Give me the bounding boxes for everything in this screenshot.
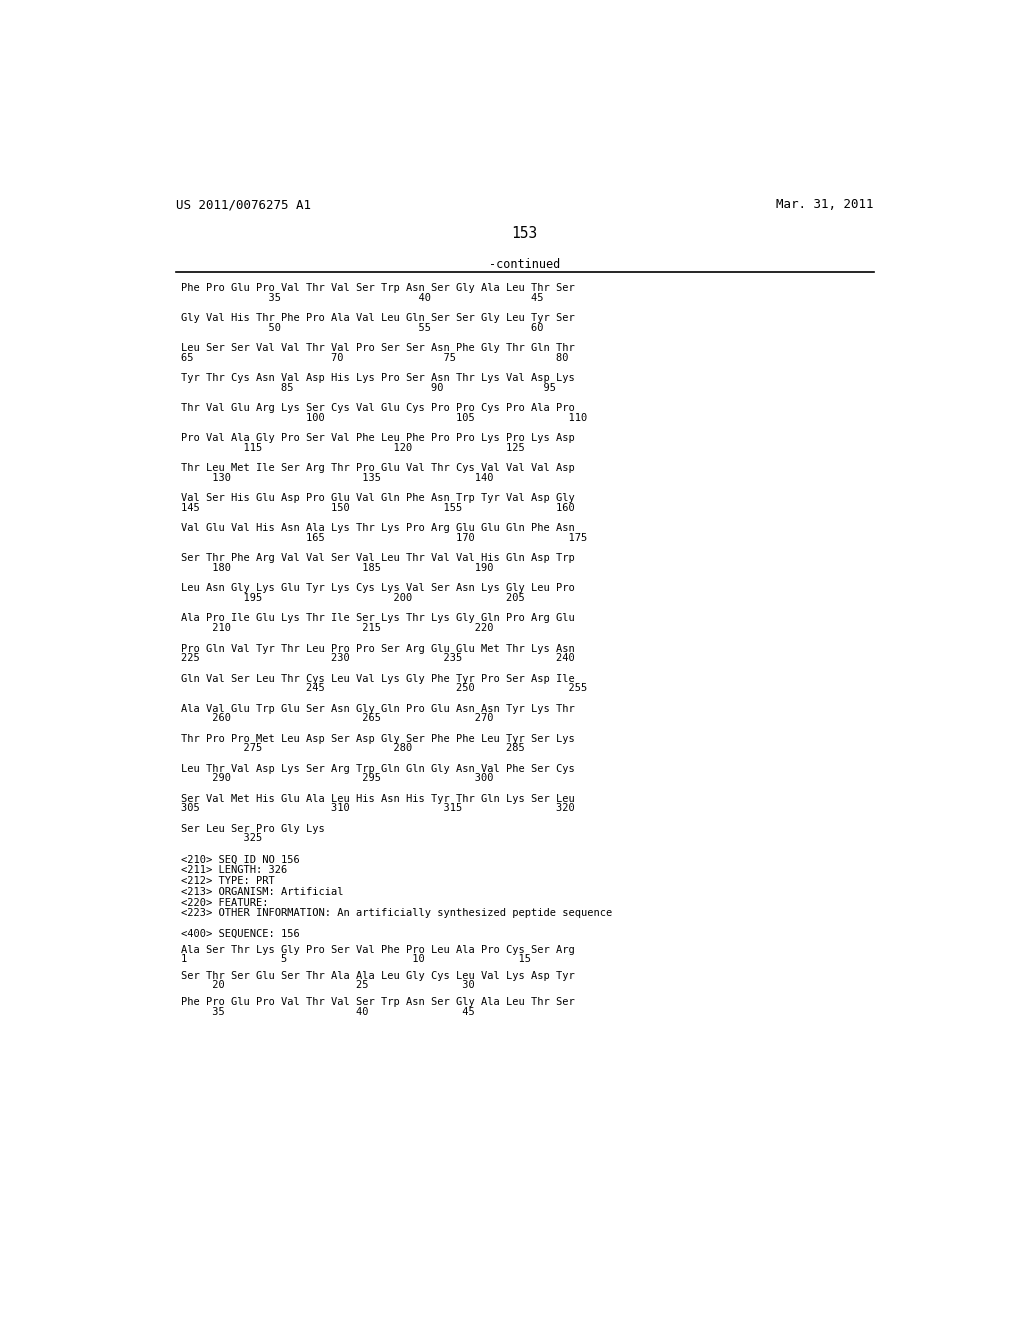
Text: Thr Pro Pro Met Leu Asp Ser Asp Gly Ser Phe Phe Leu Tyr Ser Lys: Thr Pro Pro Met Leu Asp Ser Asp Gly Ser … xyxy=(180,734,574,743)
Text: Leu Asn Gly Lys Glu Tyr Lys Cys Lys Val Ser Asn Lys Gly Leu Pro: Leu Asn Gly Lys Glu Tyr Lys Cys Lys Val … xyxy=(180,583,574,594)
Text: Phe Pro Glu Pro Val Thr Val Ser Trp Asn Ser Gly Ala Leu Thr Ser: Phe Pro Glu Pro Val Thr Val Ser Trp Asn … xyxy=(180,284,574,293)
Text: 35                     40               45: 35 40 45 xyxy=(180,1007,474,1016)
Text: <220> FEATURE:: <220> FEATURE: xyxy=(180,898,268,908)
Text: 100                     105               110: 100 105 110 xyxy=(180,413,587,422)
Text: 65                      70                75                80: 65 70 75 80 xyxy=(180,352,568,363)
Text: 260                     265               270: 260 265 270 xyxy=(180,713,494,723)
Text: Mar. 31, 2011: Mar. 31, 2011 xyxy=(776,198,873,211)
Text: <210> SEQ ID NO 156: <210> SEQ ID NO 156 xyxy=(180,854,299,865)
Text: Ser Leu Ser Pro Gly Lys: Ser Leu Ser Pro Gly Lys xyxy=(180,824,325,834)
Text: Ala Val Glu Trp Glu Ser Asn Gly Gln Pro Glu Asn Asn Tyr Lys Thr: Ala Val Glu Trp Glu Ser Asn Gly Gln Pro … xyxy=(180,704,574,714)
Text: 1               5                    10               15: 1 5 10 15 xyxy=(180,954,530,964)
Text: 325: 325 xyxy=(180,833,262,843)
Text: 225                     230               235               240: 225 230 235 240 xyxy=(180,653,574,663)
Text: 153: 153 xyxy=(512,226,538,242)
Text: Gln Val Ser Leu Thr Cys Leu Val Lys Gly Phe Tyr Pro Ser Asp Ile: Gln Val Ser Leu Thr Cys Leu Val Lys Gly … xyxy=(180,673,574,684)
Text: -continued: -continued xyxy=(489,259,560,272)
Text: <211> LENGTH: 326: <211> LENGTH: 326 xyxy=(180,866,287,875)
Text: 245                     250               255: 245 250 255 xyxy=(180,684,587,693)
Text: Leu Ser Ser Val Val Thr Val Pro Ser Ser Asn Phe Gly Thr Gln Thr: Leu Ser Ser Val Val Thr Val Pro Ser Ser … xyxy=(180,343,574,354)
Text: 180                     185               190: 180 185 190 xyxy=(180,564,494,573)
Text: 130                     135               140: 130 135 140 xyxy=(180,473,494,483)
Text: Leu Thr Val Asp Lys Ser Arg Trp Gln Gln Gly Asn Val Phe Ser Cys: Leu Thr Val Asp Lys Ser Arg Trp Gln Gln … xyxy=(180,763,574,774)
Text: Thr Val Glu Arg Lys Ser Cys Val Glu Cys Pro Pro Cys Pro Ala Pro: Thr Val Glu Arg Lys Ser Cys Val Glu Cys … xyxy=(180,404,574,413)
Text: Ala Pro Ile Glu Lys Thr Ile Ser Lys Thr Lys Gly Gln Pro Arg Glu: Ala Pro Ile Glu Lys Thr Ile Ser Lys Thr … xyxy=(180,614,574,623)
Text: Val Ser His Glu Asp Pro Glu Val Gln Phe Asn Trp Tyr Val Asp Gly: Val Ser His Glu Asp Pro Glu Val Gln Phe … xyxy=(180,494,574,503)
Text: 290                     295               300: 290 295 300 xyxy=(180,774,494,783)
Text: 145                     150               155               160: 145 150 155 160 xyxy=(180,503,574,513)
Text: US 2011/0076275 A1: US 2011/0076275 A1 xyxy=(176,198,311,211)
Text: Thr Leu Met Ile Ser Arg Thr Pro Glu Val Thr Cys Val Val Val Asp: Thr Leu Met Ile Ser Arg Thr Pro Glu Val … xyxy=(180,463,574,474)
Text: 165                     170               175: 165 170 175 xyxy=(180,533,587,543)
Text: 195                     200               205: 195 200 205 xyxy=(180,593,524,603)
Text: 35                      40                45: 35 40 45 xyxy=(180,293,543,302)
Text: Val Glu Val His Asn Ala Lys Thr Lys Pro Arg Glu Glu Gln Phe Asn: Val Glu Val His Asn Ala Lys Thr Lys Pro … xyxy=(180,524,574,533)
Text: Ser Thr Phe Arg Val Val Ser Val Leu Thr Val Val His Gln Asp Trp: Ser Thr Phe Arg Val Val Ser Val Leu Thr … xyxy=(180,553,574,564)
Text: Ser Val Met His Glu Ala Leu His Asn His Tyr Thr Gln Lys Ser Leu: Ser Val Met His Glu Ala Leu His Asn His … xyxy=(180,793,574,804)
Text: <400> SEQUENCE: 156: <400> SEQUENCE: 156 xyxy=(180,929,299,939)
Text: 305                     310               315               320: 305 310 315 320 xyxy=(180,804,574,813)
Text: Ala Ser Thr Lys Gly Pro Ser Val Phe Pro Leu Ala Pro Cys Ser Arg: Ala Ser Thr Lys Gly Pro Ser Val Phe Pro … xyxy=(180,945,574,954)
Text: Phe Pro Glu Pro Val Thr Val Ser Trp Asn Ser Gly Ala Leu Thr Ser: Phe Pro Glu Pro Val Thr Val Ser Trp Asn … xyxy=(180,997,574,1007)
Text: 210                     215               220: 210 215 220 xyxy=(180,623,494,634)
Text: <213> ORGANISM: Artificial: <213> ORGANISM: Artificial xyxy=(180,887,343,896)
Text: Tyr Thr Cys Asn Val Asp His Lys Pro Ser Asn Thr Lys Val Asp Lys: Tyr Thr Cys Asn Val Asp His Lys Pro Ser … xyxy=(180,374,574,383)
Text: 115                     120               125: 115 120 125 xyxy=(180,444,524,453)
Text: 20                     25               30: 20 25 30 xyxy=(180,981,474,990)
Text: 275                     280               285: 275 280 285 xyxy=(180,743,524,754)
Text: Ser Thr Ser Glu Ser Thr Ala Ala Leu Gly Cys Leu Val Lys Asp Tyr: Ser Thr Ser Glu Ser Thr Ala Ala Leu Gly … xyxy=(180,970,574,981)
Text: 50                      55                60: 50 55 60 xyxy=(180,323,543,333)
Text: Pro Gln Val Tyr Thr Leu Pro Pro Ser Arg Glu Glu Met Thr Lys Asn: Pro Gln Val Tyr Thr Leu Pro Pro Ser Arg … xyxy=(180,644,574,653)
Text: Pro Val Ala Gly Pro Ser Val Phe Leu Phe Pro Pro Lys Pro Lys Asp: Pro Val Ala Gly Pro Ser Val Phe Leu Phe … xyxy=(180,433,574,444)
Text: <223> OTHER INFORMATION: An artificially synthesized peptide sequence: <223> OTHER INFORMATION: An artificially… xyxy=(180,908,612,919)
Text: <212> TYPE: PRT: <212> TYPE: PRT xyxy=(180,876,274,886)
Text: Gly Val His Thr Phe Pro Ala Val Leu Gln Ser Ser Gly Leu Tyr Ser: Gly Val His Thr Phe Pro Ala Val Leu Gln … xyxy=(180,313,574,323)
Text: 85                      90                95: 85 90 95 xyxy=(180,383,556,393)
